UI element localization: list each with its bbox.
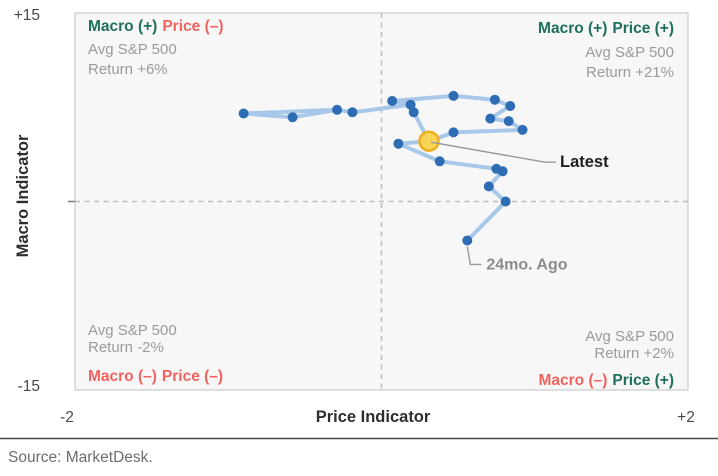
start-label: 24mo. Ago <box>486 256 567 273</box>
start-leader-line <box>466 246 482 266</box>
price-label: Price (–) <box>162 368 223 385</box>
latest-label: Latest <box>560 153 609 171</box>
quadrant-label-bottom-left: Avg S&P 500 Return -2% Macro (–) Price (–… <box>88 322 223 385</box>
avg-return-line1: Avg S&P 500 <box>88 41 177 58</box>
price-label: Price (+) <box>612 20 674 37</box>
trail-layer: Latest 24mo. Ago <box>238 90 609 273</box>
data-point <box>238 108 249 119</box>
data-point <box>517 124 528 135</box>
avg-return-line2: Return -2% <box>88 339 164 356</box>
data-point <box>387 96 398 106</box>
y-axis-title: Macro Indicator <box>14 134 32 257</box>
quadrant-title: Macro (+) Price (–) <box>88 18 224 35</box>
macro-label: Macro (–) <box>538 372 607 389</box>
data-point <box>287 112 298 123</box>
data-point <box>500 196 511 207</box>
quadrant-label-top-right: Macro (+) Price (+) Avg S&P 500 Return +2… <box>538 20 674 81</box>
data-point <box>448 127 459 138</box>
quadrant-title: Macro (–) Price (+) <box>538 372 674 389</box>
trail-line <box>241 107 340 116</box>
data-point <box>485 113 496 124</box>
data-point <box>503 116 514 127</box>
data-point <box>483 181 494 192</box>
x-tick-left-label: -2 <box>60 409 74 426</box>
avg-return-line1: Avg S&P 500 <box>585 328 674 345</box>
data-point <box>462 235 473 246</box>
avg-return-line1: Avg S&P 500 <box>88 322 177 339</box>
macro-label: Macro (+) <box>88 18 157 35</box>
data-point <box>347 107 358 118</box>
data-point <box>491 163 502 174</box>
avg-return-line1: Avg S&P 500 <box>585 44 674 61</box>
quadrant-label-bottom-right: Avg S&P 500 Return +2% Macro (–) Price (+… <box>538 328 674 389</box>
data-point <box>405 99 416 110</box>
y-tick-top-label: +15 <box>14 7 40 24</box>
x-axis-title: Price Indicator <box>316 408 431 426</box>
data-point <box>408 107 419 118</box>
x-tick-right-label: +2 <box>677 409 695 426</box>
price-label: Price (–) <box>162 18 223 35</box>
macro-label: Macro (–) <box>88 368 157 385</box>
latest-point <box>418 130 440 152</box>
data-point <box>434 156 445 167</box>
data-point <box>448 90 459 101</box>
quadrant-title: Macro (+) Price (+) <box>538 20 674 37</box>
macro-label: Macro (+) <box>538 20 607 37</box>
y-tick-bottom-label: -15 <box>18 378 40 395</box>
latest-leader-line <box>430 141 557 163</box>
data-point <box>505 101 516 111</box>
data-point <box>489 94 500 105</box>
avg-return-line2: Return +2% <box>594 345 674 362</box>
data-point <box>393 138 404 149</box>
quadrant-title: Macro (–) Price (–) <box>88 368 223 385</box>
price-label: Price (+) <box>612 372 674 389</box>
quadrant-label-top-left: Macro (+) Price (–) Avg S&P 500 Return +6… <box>88 18 224 78</box>
avg-return-line2: Return +6% <box>88 61 168 78</box>
avg-return-line2: Return +21% <box>586 64 674 81</box>
source-note: Source: MarketDesk. <box>8 449 153 466</box>
data-point <box>332 104 343 115</box>
